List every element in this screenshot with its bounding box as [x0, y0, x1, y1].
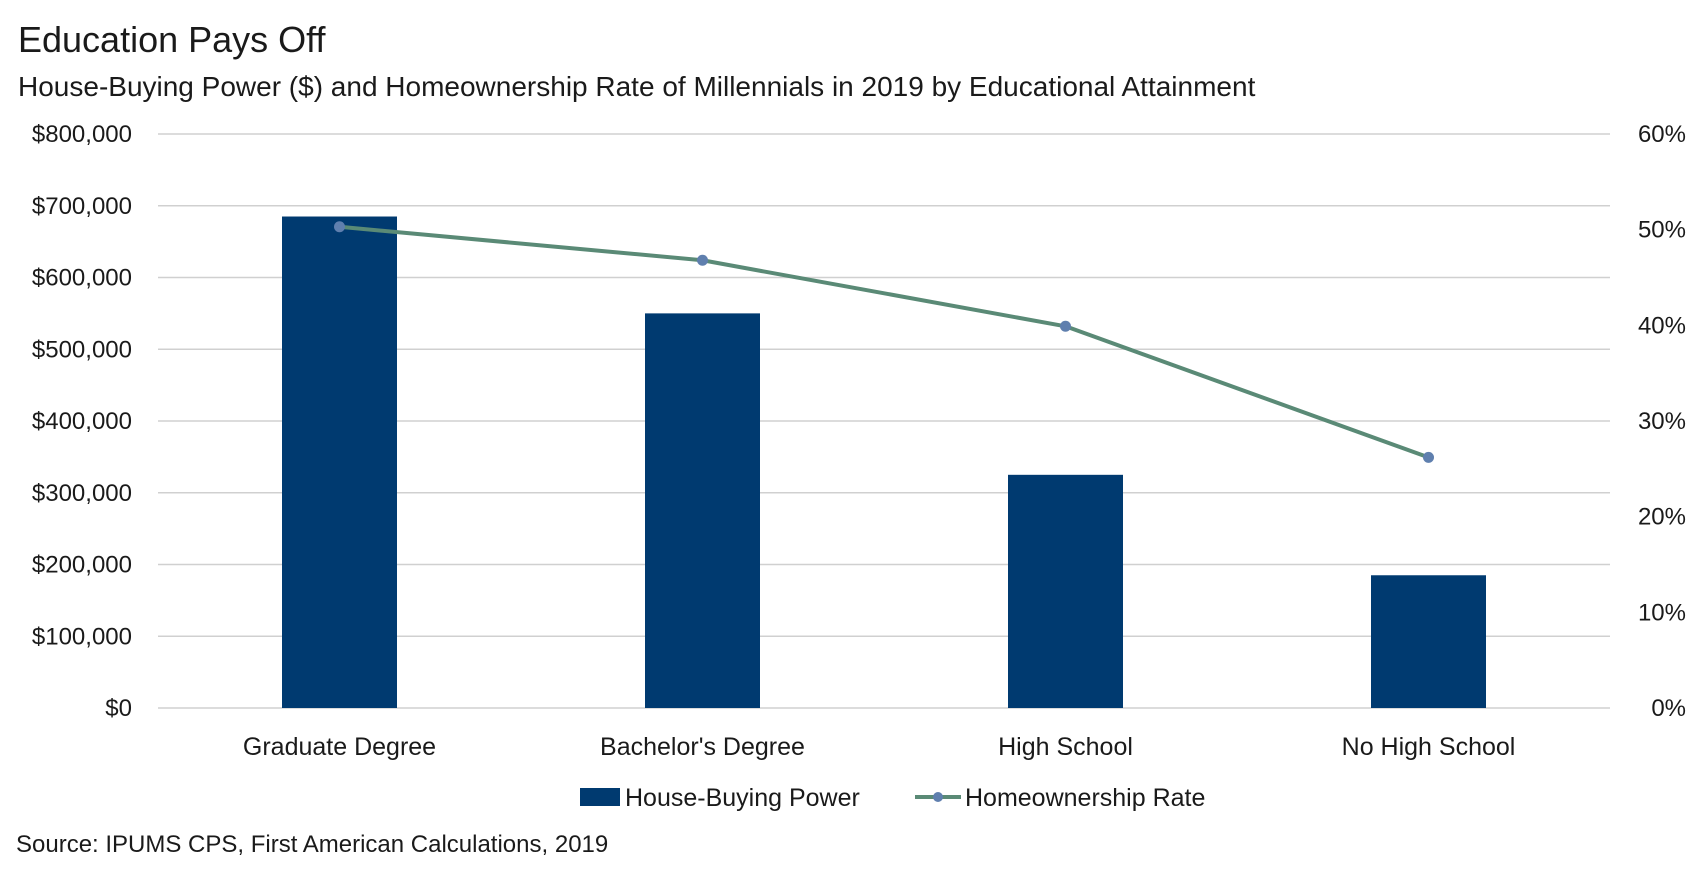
left-tick-label: $100,000 — [32, 623, 132, 650]
right-axis: 0% 10% 20% 30% 40% 50% 60% — [1638, 121, 1686, 722]
left-axis: $0 $100,000 $200,000 $300,000 $400,000 $500,0… — [32, 121, 132, 722]
left-tick-label: $0 — [105, 695, 132, 722]
left-tick-label: $700,000 — [32, 193, 132, 220]
category-label: High School — [998, 733, 1133, 761]
left-tick-label: $200,000 — [32, 552, 132, 579]
legend-bar-swatch — [580, 788, 620, 806]
bar — [1371, 575, 1486, 708]
bar — [645, 313, 760, 708]
line-point — [334, 221, 345, 233]
right-tick-label: 60% — [1638, 121, 1686, 148]
right-tick-label: 50% — [1638, 217, 1686, 244]
line-point — [697, 254, 708, 266]
source-note: Source: IPUMS CPS, First American Calcul… — [16, 831, 608, 858]
category-labels: Graduate Degree Bachelor's Degree High Sch… — [243, 733, 1515, 761]
line-series — [334, 221, 1434, 463]
legend: House-Buying Power Homeownership Rate — [580, 784, 1205, 812]
left-tick-label: $300,000 — [32, 480, 132, 507]
left-tick-label: $400,000 — [32, 408, 132, 435]
line-point — [1423, 451, 1434, 463]
right-tick-label: 20% — [1638, 504, 1686, 531]
legend-line-marker — [933, 792, 943, 802]
left-tick-label: $600,000 — [32, 265, 132, 292]
left-tick-label: $800,000 — [32, 121, 132, 148]
legend-bar-label: House-Buying Power — [625, 784, 860, 812]
right-tick-label: 10% — [1638, 599, 1686, 626]
legend-line-label: Homeownership Rate — [965, 784, 1205, 812]
left-tick-label: $500,000 — [32, 336, 132, 363]
bars — [282, 216, 1486, 708]
category-label: No High School — [1342, 733, 1516, 761]
gridlines — [158, 133, 1610, 709]
right-tick-label: 0% — [1651, 695, 1686, 722]
category-label: Graduate Degree — [243, 733, 436, 761]
chart-subtitle: House-Buying Power ($) and Homeownership… — [18, 71, 1256, 102]
chart-title: Education Pays Off — [18, 19, 327, 60]
homeownership-line — [339, 224, 1430, 460]
bar — [1008, 474, 1123, 708]
bar — [282, 216, 397, 708]
line-point — [1060, 320, 1071, 332]
right-tick-label: 40% — [1638, 312, 1686, 339]
right-tick-label: 30% — [1638, 408, 1686, 435]
category-label: Bachelor's Degree — [600, 733, 805, 761]
